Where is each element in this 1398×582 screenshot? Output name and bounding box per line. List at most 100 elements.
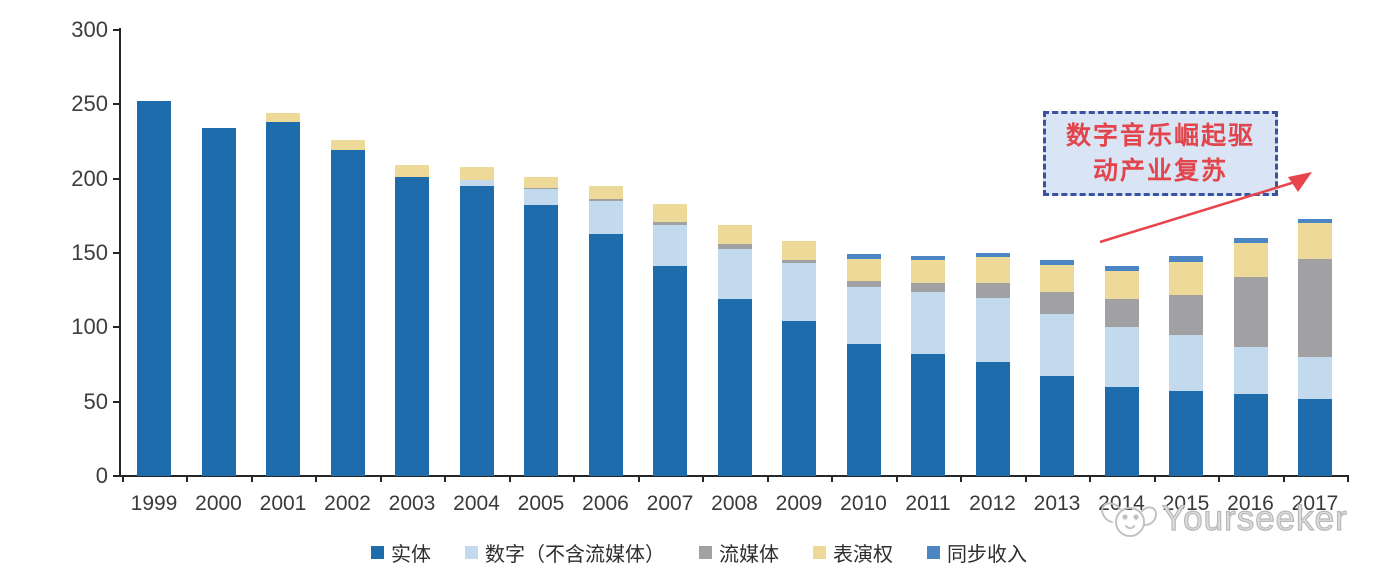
bar-segment-performance-rights [395,165,429,178]
x-axis-label: 2007 [646,492,694,515]
y-axis-tick [113,475,120,477]
x-axis-label: 2008 [711,492,758,515]
x-axis-label: 2012 [969,492,1016,515]
y-axis-label: 50 [83,388,108,414]
legend-item-performance-rights: 表演权 [813,538,893,567]
x-axis-label: 2001 [259,492,307,515]
bar-segment-digital-excl-streaming [1104,327,1139,387]
bar-segment-physical [330,150,365,476]
legend-swatch-physical [371,546,384,559]
bar-segment-streaming [588,199,623,201]
bar-segment-sync-revenue [1040,260,1074,265]
annotation-line-2: 动产业复苏 [1092,157,1228,185]
bar-segment-digital-excl-streaming [1233,346,1268,395]
bar-segment-sync-revenue [1104,266,1139,271]
bar-segment-physical [1040,376,1074,476]
bar-segment-physical [911,354,945,476]
bar-segment-digital-excl-streaming [524,189,558,206]
bar-segment-digital-excl-streaming [911,291,945,355]
bar-segment-performance-rights [266,113,300,123]
bar-segment-streaming [653,221,687,225]
x-axis-tick [315,476,317,482]
x-axis-tick [1153,476,1156,482]
y-axis-line [119,28,121,477]
x-axis-line [119,475,1349,477]
bar-segment-digital-excl-streaming [459,180,494,187]
legend-label-digital-excl-streaming: 数字（不含流媒体） [485,544,665,566]
bar-segment-streaming [1040,291,1074,314]
bar-segment-performance-rights [330,140,365,151]
bar-segment-physical [1233,394,1268,476]
bar-segment-performance-rights [846,258,881,282]
x-axis-label: 2010 [840,492,887,515]
x-axis-tick [379,476,382,482]
x-axis-label: 2000 [195,492,242,515]
y-axis-label: 200 [71,165,108,191]
x-axis-tick [895,476,898,482]
bar-segment-physical [524,205,558,476]
x-axis-label: 2013 [1033,492,1081,515]
bar-segment-sync-revenue [975,253,1010,258]
bar-segment-performance-rights [653,203,687,222]
bar-segment-physical [395,177,429,476]
yourseeker-logo-icon [1101,502,1158,537]
y-axis-tick [113,326,120,329]
x-axis-tick [702,476,704,482]
x-axis-tick [1282,476,1285,482]
x-axis-tick [637,476,640,482]
bar-segment-streaming [975,282,1010,298]
legend-item-physical: 实体 [371,538,431,567]
bar-segment-streaming [846,281,881,288]
bar-segment-physical [1298,398,1332,476]
bar-segment-performance-rights [1233,242,1268,277]
legend-swatch-digital-excl-streaming [465,546,478,559]
x-axis-tick [121,476,124,482]
bar-segment-digital-excl-streaming [717,248,752,300]
x-axis-label: 2005 [517,492,565,515]
bar-segment-streaming [1298,258,1332,358]
x-axis-label: 2009 [775,492,823,515]
x-axis-tick [831,476,833,482]
x-axis-tick [250,476,253,482]
x-axis-label: 2003 [388,492,436,515]
bar-segment-performance-rights [975,257,1010,283]
bar-segment-streaming [1233,276,1268,347]
bar-segment-sync-revenue [1233,238,1268,243]
legend-label-performance-rights: 表演权 [833,544,893,566]
bar-segment-performance-rights [524,177,558,188]
legend-item-digital-excl-streaming: 数字（不含流媒体） [465,538,665,567]
x-axis-tick [508,476,511,482]
x-axis-tick [1347,476,1349,482]
x-axis-tick [1089,476,1091,482]
y-axis-label: 250 [71,91,108,117]
bar-segment-physical [975,361,1010,476]
legend-swatch-streaming [699,546,712,559]
legend-item-sync-revenue: 同步收入 [927,538,1027,567]
bar-segment-streaming [911,282,945,292]
bar-segment-digital-excl-streaming [975,297,1010,362]
bar-segment-physical [588,233,623,476]
legend-swatch-sync-revenue [927,546,940,559]
bar-segment-digital-excl-streaming [846,287,881,344]
y-axis-tick [113,103,120,106]
y-axis-tick [113,400,120,403]
x-axis-label: 2017 [1291,492,1339,515]
bar-segment-performance-rights [1040,264,1074,292]
bar-segment-performance-rights [459,166,494,181]
bar-segment-sync-revenue [911,255,945,261]
x-axis-tick [766,476,769,482]
bar-segment-performance-rights [782,241,816,261]
y-axis-label: 150 [71,240,108,265]
bar-segment-sync-revenue [846,254,881,259]
bar-segment-physical [1169,391,1203,476]
bar-segment-streaming [782,260,816,264]
bar-segment-physical [782,321,816,476]
x-axis-label: 1999 [130,492,178,515]
bar-segment-streaming [1104,299,1139,328]
x-axis-tick [1024,476,1027,482]
bar-segment-digital-excl-streaming [1169,334,1203,392]
annotation-line-1: 数字音乐崛起驱 [1065,122,1255,150]
legend-label-physical: 实体 [391,544,431,566]
bar-segment-sync-revenue [1169,255,1203,262]
